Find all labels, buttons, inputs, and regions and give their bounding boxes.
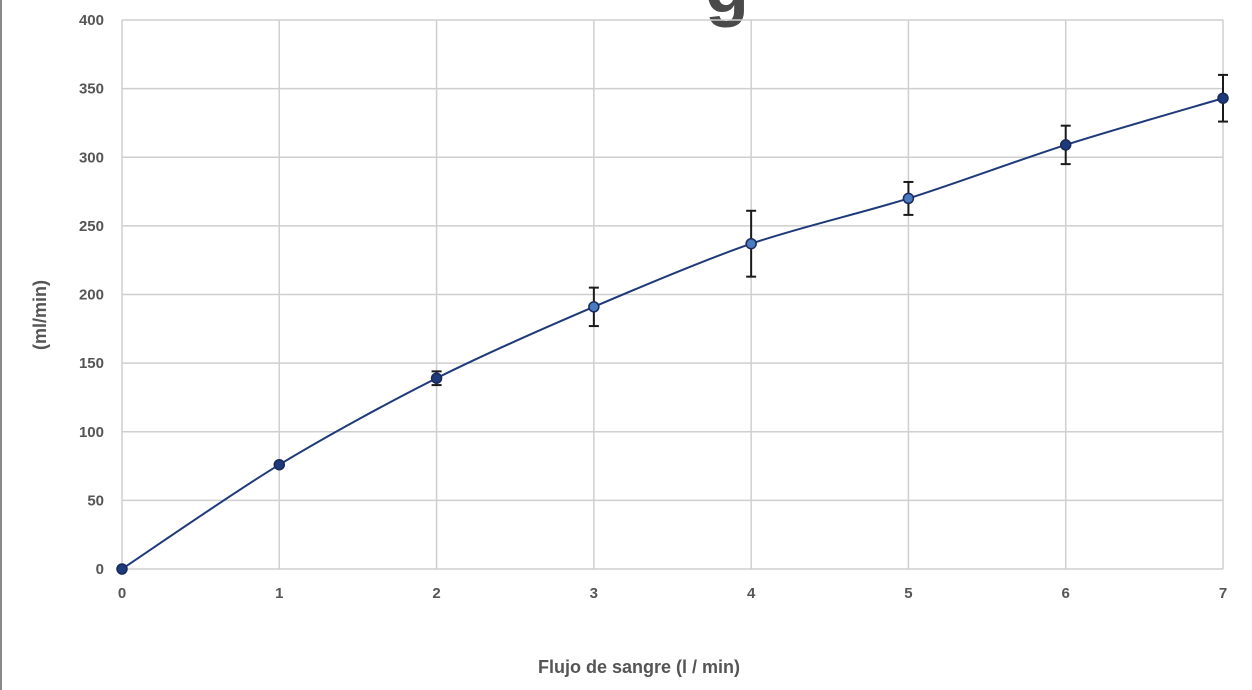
data-point: [1217, 92, 1229, 104]
data-point: [588, 301, 600, 313]
y-tick-label: 250: [79, 218, 104, 235]
series-line-layer: [121, 97, 1224, 570]
y-tick-label: 200: [79, 287, 104, 304]
x-tick-label: 4: [747, 585, 756, 602]
data-point: [745, 237, 757, 250]
y-tick-label: 0: [96, 561, 104, 578]
data-point: [1059, 139, 1072, 151]
x-axis-title: Flujo de sangre (l / min): [538, 657, 740, 677]
data-point-layer: [116, 92, 1229, 575]
x-tick-label: 6: [1062, 585, 1070, 602]
y-tick-label: 350: [79, 81, 104, 98]
x-tick-label: 5: [904, 585, 912, 602]
grid-layer: [121, 19, 1224, 570]
data-point: [430, 372, 443, 384]
y-tick-label: 300: [79, 149, 104, 166]
error-bar-layer: [431, 73, 1228, 387]
data-point: [902, 192, 915, 205]
x-tick-label: 0: [118, 585, 126, 602]
x-tick-label: 7: [1219, 585, 1227, 602]
data-point: [273, 458, 286, 471]
y-tick-label: 100: [79, 424, 104, 441]
y-axis-title: (ml/min): [30, 280, 50, 350]
y-tick-label: 150: [79, 355, 104, 372]
x-tick-label: 1: [275, 585, 283, 602]
data-point: [116, 563, 128, 575]
x-tick-labels: 0 1 2 3 4 5 6 7: [118, 585, 1227, 602]
x-tick-label: 2: [432, 585, 440, 602]
y-tick-label: 400: [79, 12, 104, 29]
x-tick-label: 3: [590, 585, 598, 602]
y-tick-labels: 0 50 100 150 200 250 300 350 400: [79, 12, 104, 578]
frame-left-edge: [0, 0, 2, 690]
series-line: [121, 97, 1224, 570]
y-tick-label: 50: [87, 492, 104, 509]
